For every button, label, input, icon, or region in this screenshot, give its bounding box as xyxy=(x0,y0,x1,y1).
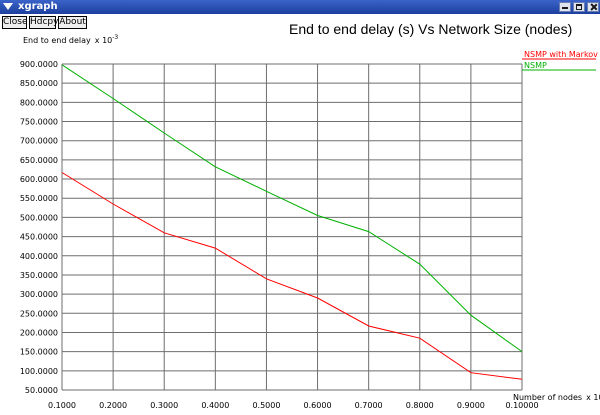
x-tick-label: 0.10000 xyxy=(505,401,538,410)
chart-title: End to end delay (s) Vs Network Size (no… xyxy=(289,21,572,37)
title-bar[interactable]: xgraph xyxy=(0,0,600,14)
x-tick-label: 0.1000 xyxy=(48,401,76,410)
x-tick-label: 0.6000 xyxy=(304,401,332,410)
minimize-icon[interactable] xyxy=(559,2,571,12)
legend: NSMP with Markov NSMP xyxy=(522,50,598,71)
maximize-icon[interactable] xyxy=(573,2,585,12)
y-tick-label: 700.0000 xyxy=(20,137,58,146)
x-tick-label: 0.3000 xyxy=(150,401,178,410)
grid xyxy=(61,63,523,391)
legend-label-2: NSMP xyxy=(524,61,547,70)
x-tick-label: 0.9000 xyxy=(457,401,485,410)
y-tick-label: 100.0000 xyxy=(20,367,58,376)
series-line-1 xyxy=(61,172,523,380)
y-axis-label: End to end delay x 10-3 xyxy=(23,34,118,45)
x-tick-label: 0.2000 xyxy=(99,401,127,410)
close-window-icon[interactable] xyxy=(587,2,599,12)
x-tick-label: 0.4000 xyxy=(201,401,229,410)
series-lines xyxy=(61,64,523,380)
hdcpy-button[interactable]: Hdcpy xyxy=(29,16,59,29)
y-tick-label: 400.0000 xyxy=(20,252,58,261)
y-tick-labels: 900.0000 850.0000 800.0000 750.0000 700.0000… xyxy=(20,60,58,395)
window-title: xgraph xyxy=(18,1,58,12)
y-tick-label: 900.0000 xyxy=(20,60,58,69)
legend-label-1: NSMP with Markov xyxy=(524,50,598,59)
y-tick-label: 150.0000 xyxy=(20,348,58,357)
y-tick-label: 850.0000 xyxy=(20,79,58,88)
y-tick-label: 600.0000 xyxy=(20,175,58,184)
y-tick-label: 550.0000 xyxy=(20,194,58,203)
y-tick-label: 450.0000 xyxy=(20,233,58,242)
y-tick-label: 500.0000 xyxy=(20,213,58,222)
window-menu-icon[interactable] xyxy=(3,3,13,10)
x-tick-label: 0.5000 xyxy=(252,401,280,410)
y-tick-label: 750.0000 xyxy=(20,118,58,127)
x-axis-label-text: Number of nodes xyxy=(513,393,582,402)
y-tick-label: 350.0000 xyxy=(20,271,58,280)
x-axis-scale: x 10 xyxy=(586,393,600,402)
y-tick-label: 200.0000 xyxy=(20,328,58,337)
close-button[interactable]: Close xyxy=(2,16,28,29)
about-button[interactable]: About xyxy=(58,16,87,29)
series-line-2 xyxy=(61,64,523,353)
y-axis-exponent: -3 xyxy=(112,34,118,41)
y-axis-label-text: End to end delay xyxy=(23,36,91,45)
y-tick-label: 800.0000 xyxy=(20,98,58,107)
x-tick-label: 0.8000 xyxy=(406,401,434,410)
y-tick-label: 300.0000 xyxy=(20,290,58,299)
y-tick-label: 650.0000 xyxy=(20,156,58,165)
y-tick-label: 250.0000 xyxy=(20,309,58,318)
x-tick-labels: 0.1000 0.2000 0.3000 0.4000 0.5000 0.6000 0.70… xyxy=(48,401,539,410)
y-tick-label: 50.0000 xyxy=(25,386,58,395)
x-tick-label: 0.7000 xyxy=(355,401,383,410)
y-axis-scale: x 10 xyxy=(95,36,112,45)
